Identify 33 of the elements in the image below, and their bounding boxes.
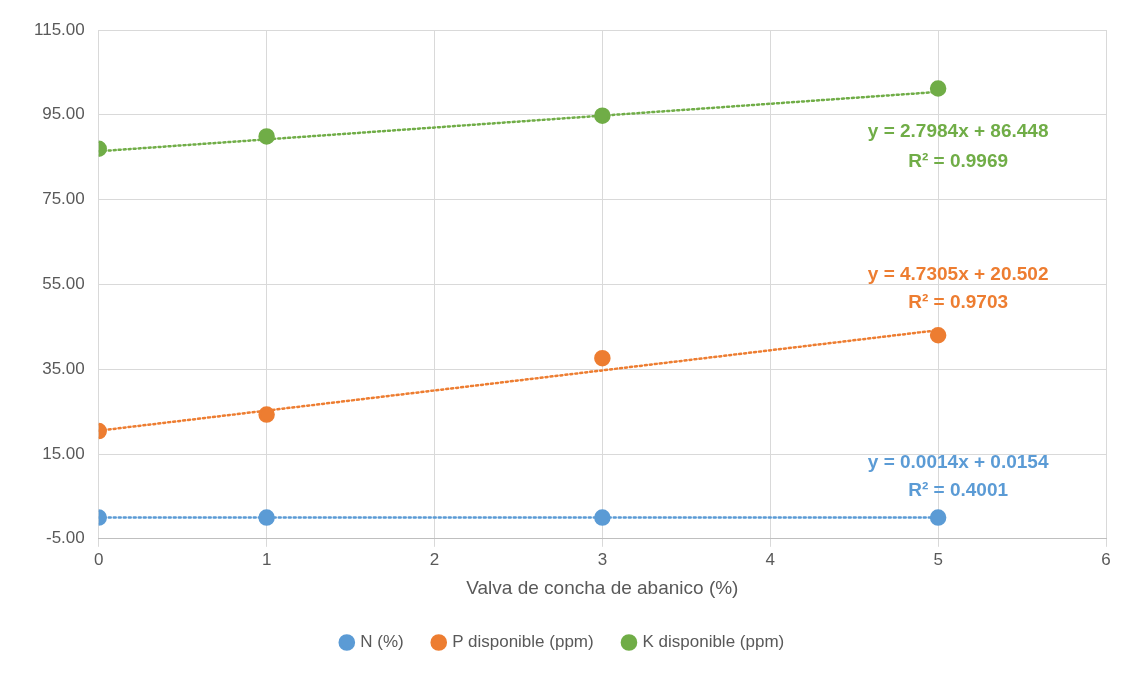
x-tick-label: 2 bbox=[429, 549, 440, 569]
x-tick-label: 4 bbox=[765, 549, 775, 569]
point bbox=[258, 509, 275, 526]
y-tick-label: 15.00 bbox=[42, 443, 85, 463]
legend-label: K disponible (ppm) bbox=[642, 632, 785, 652]
y-tick-label: 95.00 bbox=[42, 104, 85, 124]
point bbox=[258, 406, 275, 423]
x-tick-label: 6 bbox=[1101, 549, 1111, 569]
y-tick-label: 35.00 bbox=[42, 358, 85, 378]
x-axis-title: Valva de concha de abanico (%) bbox=[466, 576, 739, 598]
annotation: y = 4.7305x + 20.502 bbox=[867, 263, 1049, 285]
legend-label: N (%) bbox=[360, 632, 404, 652]
annotation: y = 0.0014x + 0.0154 bbox=[867, 450, 1049, 472]
point bbox=[594, 107, 611, 124]
annotation: R² = 0.9703 bbox=[908, 291, 1009, 313]
point bbox=[594, 509, 611, 526]
annotation: y = 2.7984x + 86.448 bbox=[867, 120, 1049, 142]
x-tick-label: 1 bbox=[261, 549, 272, 569]
annotation: R² = 0.9969 bbox=[908, 150, 1009, 172]
point bbox=[594, 349, 611, 367]
x-tick-label: 5 bbox=[933, 549, 943, 569]
annotation: R² = 0.4001 bbox=[908, 478, 1009, 500]
legend-label: P disponible (ppm) bbox=[452, 632, 594, 652]
x-tick-label: 0 bbox=[94, 549, 104, 569]
point bbox=[929, 327, 947, 344]
x-tick-label: 3 bbox=[597, 549, 608, 569]
y-tick-label: 115.00 bbox=[34, 19, 85, 39]
y-tick-label: 55.00 bbox=[42, 274, 85, 294]
y-tick-label: 75.00 bbox=[42, 189, 85, 209]
point bbox=[258, 128, 275, 145]
point bbox=[929, 80, 947, 97]
point bbox=[929, 509, 947, 526]
y-tick-label: -5.00 bbox=[45, 528, 85, 548]
